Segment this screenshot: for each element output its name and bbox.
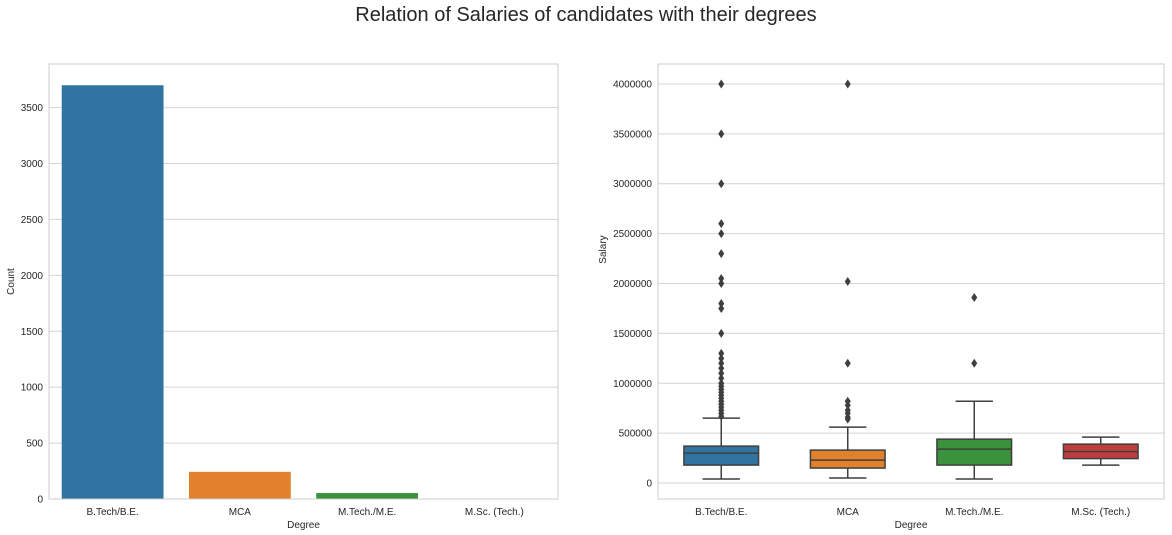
outlier-point	[718, 373, 725, 383]
x-tick-label: M.Tech./M.E.	[945, 507, 1003, 518]
plot-frame-1	[48, 63, 559, 500]
outlier-point	[971, 358, 978, 368]
y-tick-label: 0	[646, 479, 652, 490]
outlier-point	[718, 353, 725, 363]
outlier-point	[718, 229, 725, 239]
outlier-point	[718, 411, 725, 421]
outlier-point	[718, 129, 725, 139]
outlier-point	[718, 79, 725, 89]
outlier-point	[844, 79, 851, 89]
outlier-point	[718, 278, 725, 288]
salary-box-plot: 0 500000 1000000 1500000 2000000 2500000 30000…	[598, 63, 1165, 531]
outlier-point	[718, 363, 725, 373]
outlier-point	[844, 358, 851, 368]
box-B.Tech/B.E.	[683, 445, 760, 466]
y-tick-label: 3500000	[613, 129, 652, 140]
x-tick-label: MCA	[837, 507, 860, 518]
plot-frame-2	[657, 63, 1165, 500]
outlier-point	[718, 358, 725, 368]
y-tick-label: 1500	[21, 327, 44, 338]
plot-area-2	[658, 64, 1164, 499]
outlier-point	[971, 292, 978, 302]
outlier-point	[844, 277, 851, 286]
outlier-point	[718, 179, 725, 189]
y-axis-label: Salary	[598, 235, 609, 263]
outlier-point	[718, 328, 725, 338]
y-tick-label: 2500000	[613, 229, 652, 240]
outlier-point	[718, 303, 725, 313]
y-axis-label: Count	[6, 268, 17, 295]
y-tick-label: 1500000	[613, 329, 652, 340]
bar-M.Tech./M.E.	[316, 493, 419, 499]
outlier-point	[718, 274, 725, 284]
x-tick-label: M.Sc. (Tech.)	[1071, 507, 1130, 518]
x-axis-label: Degree	[895, 520, 928, 531]
x-axis-label: Degree	[287, 520, 320, 531]
x-tick-label: MCA	[229, 507, 252, 518]
outlier-point	[718, 348, 725, 358]
box-MCA	[809, 449, 886, 469]
y-tick-label: 1000	[21, 383, 44, 394]
outlier-point	[718, 249, 725, 259]
y-tick-label: 1000000	[613, 379, 652, 390]
x-tick-label: M.Tech./M.E.	[338, 507, 396, 518]
bar-MCA	[188, 471, 291, 499]
y-tick-label: 2000000	[613, 279, 652, 290]
x-tick-label: M.Sc. (Tech.)	[465, 507, 524, 518]
y-tick-label: 2000	[21, 271, 44, 282]
bar-B.Tech/B.E.	[61, 85, 164, 499]
outlier-point	[718, 298, 725, 308]
y-tick-label: 500	[26, 439, 43, 450]
outlier-point	[718, 219, 725, 229]
y-tick-label: 3000	[21, 159, 44, 170]
figure-title: Relation of Salaries of candidates with …	[355, 4, 817, 26]
y-tick-label: 0	[37, 495, 43, 506]
outlier-point	[844, 400, 851, 410]
y-tick-label: 500000	[619, 429, 653, 440]
outlier-point	[718, 368, 725, 378]
outlier-point	[844, 414, 851, 424]
y-tick-label: 3500	[21, 103, 44, 114]
box-M.Tech./M.E.	[936, 438, 1013, 466]
x-tick-label: B.Tech/B.E.	[87, 507, 139, 518]
y-tick-label: 4000000	[613, 79, 652, 90]
x-tick-label: B.Tech/B.E.	[695, 507, 747, 518]
count-bar-chart: 0 500 1000 1500 2000 2500 3000 3500 B.Tech/B.E. M…	[6, 63, 559, 531]
y-tick-label: 2500	[21, 215, 44, 226]
y-tick-label: 3000000	[613, 179, 652, 190]
